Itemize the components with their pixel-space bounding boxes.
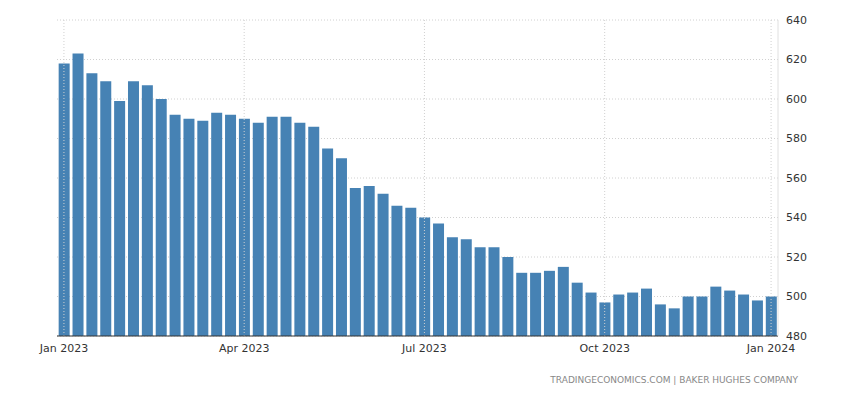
svg-text:540: 540 xyxy=(786,211,807,224)
svg-text:500: 500 xyxy=(786,290,807,303)
svg-text:640: 640 xyxy=(786,14,807,27)
svg-text:Apr 2023: Apr 2023 xyxy=(219,342,270,355)
svg-text:Jul 2023: Jul 2023 xyxy=(401,342,447,355)
svg-text:Jan 2023: Jan 2023 xyxy=(39,342,88,355)
svg-text:Jan 2024: Jan 2024 xyxy=(746,342,795,355)
svg-text:Oct 2023: Oct 2023 xyxy=(579,342,630,355)
html-text:TRADINGECONOMICS.COM | BAKER H: TRADINGECONOMICS.COM | BAKER HUGHES COMP… xyxy=(550,375,798,385)
svg-text:560: 560 xyxy=(786,172,807,185)
svg-text:480: 480 xyxy=(786,330,807,343)
svg-text:580: 580 xyxy=(786,132,807,145)
svg-text:600: 600 xyxy=(786,93,807,106)
svg-text:620: 620 xyxy=(786,53,807,66)
svg-text:520: 520 xyxy=(786,251,807,264)
